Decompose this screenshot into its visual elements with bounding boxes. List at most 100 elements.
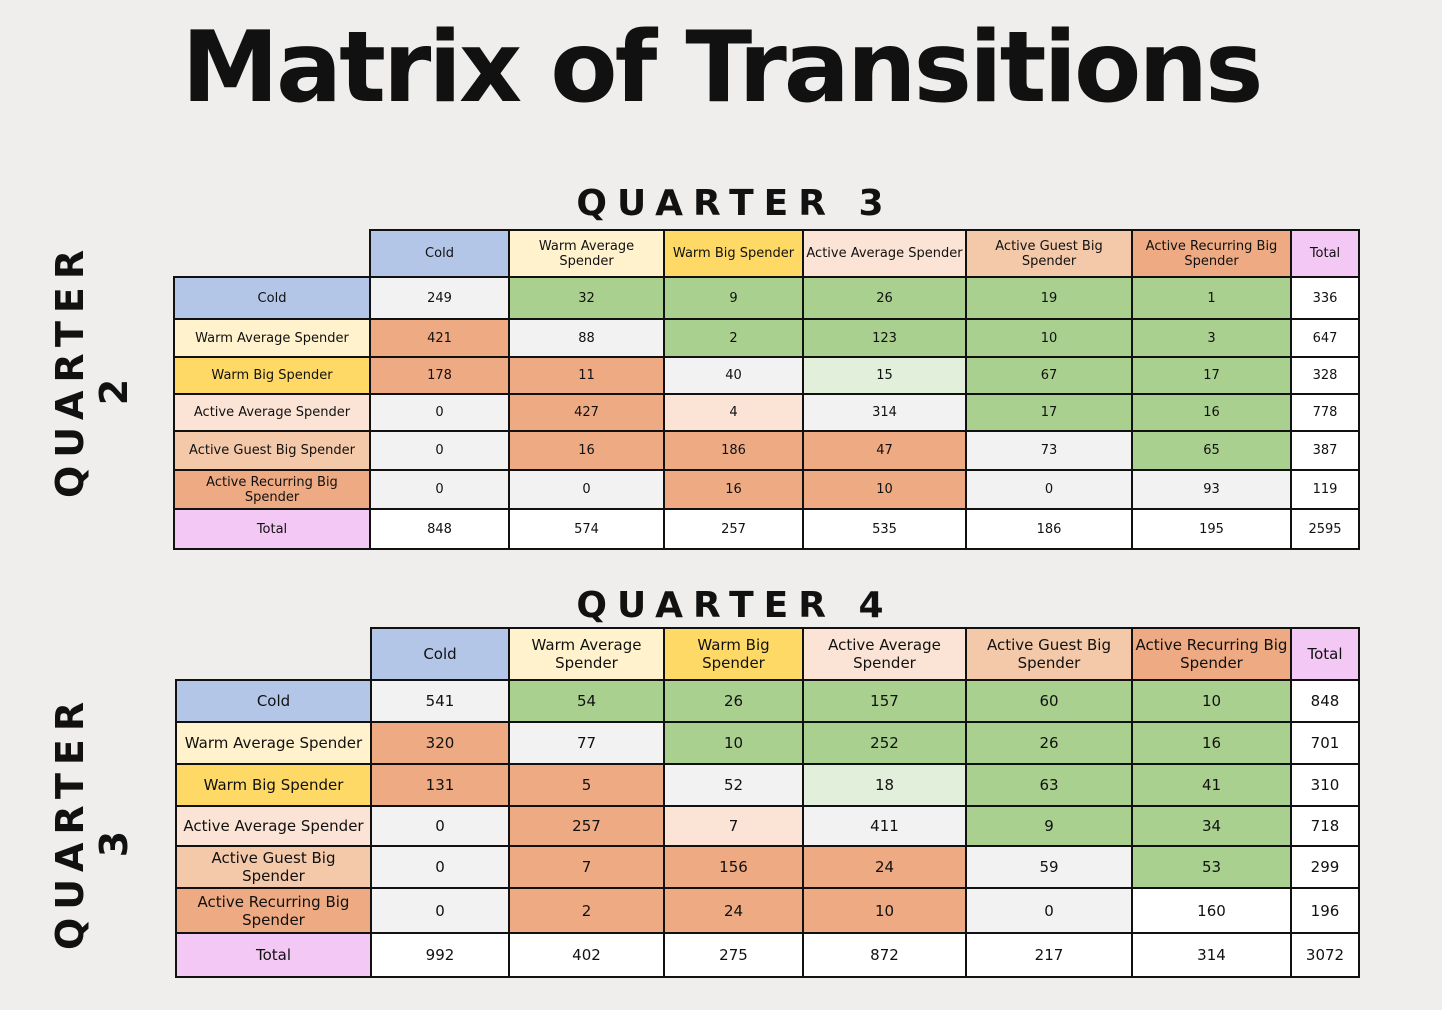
row-header-total: Total <box>175 932 372 978</box>
cell-cold-to-cold: 249 <box>369 276 510 320</box>
row-header-warm-average-spender: Warm Average Spender <box>175 721 372 765</box>
cell-active-recurring-big-spender-to-active-guest-big-spender: 0 <box>965 469 1133 510</box>
cell-active-guest-big-spender-to-active-guest-big-spender: 59 <box>965 845 1133 889</box>
transition-table: Cold Warm Average Spender Warm Big Spender… <box>173 229 1360 550</box>
header-row: Cold Warm Average Spender Warm Big Spender… <box>176 627 1360 681</box>
column-header-total: Total <box>1290 229 1360 278</box>
cell-active-average-spender-to-active-recurring-big-spender: 34 <box>1131 805 1292 847</box>
cell-total-to-total: 2595 <box>1290 508 1360 550</box>
table-row: Warm Big Spender 178 11 40 15 67 17 328 <box>173 356 1360 395</box>
cell-warm-big-spender-to-cold: 178 <box>369 356 510 395</box>
cell-cold-to-active-guest-big-spender: 19 <box>965 276 1133 320</box>
cell-warm-big-spender-to-active-guest-big-spender: 67 <box>965 356 1133 395</box>
cell-active-guest-big-spender-to-warm-big-spender: 156 <box>663 845 804 889</box>
cell-warm-big-spender-to-total: 328 <box>1290 356 1360 395</box>
column-header-cold: Cold <box>369 229 510 278</box>
cell-active-average-spender-to-warm-big-spender: 7 <box>663 805 804 847</box>
cell-warm-big-spender-to-active-recurring-big-spender: 41 <box>1131 763 1292 807</box>
table-row: Active Average Spender 0 257 7 411 9 34 718 <box>175 805 1360 847</box>
table-row: Active Guest Big Spender 0 16 186 47 73 65 387 <box>173 430 1360 471</box>
cell-active-guest-big-spender-to-warm-average-spender: 7 <box>508 845 665 889</box>
cell-cold-to-active-recurring-big-spender: 1 <box>1131 276 1292 320</box>
cell-active-guest-big-spender-to-warm-average-spender: 16 <box>508 430 665 471</box>
cell-warm-big-spender-to-active-guest-big-spender: 63 <box>965 763 1133 807</box>
column-header-active-guest-big-spender: Active Guest Big Spender <box>965 627 1133 681</box>
cell-warm-big-spender-to-active-average-spender: 18 <box>802 763 967 807</box>
row-header-active-average-spender: Active Average Spender <box>173 393 371 432</box>
row-header-active-guest-big-spender: Active Guest Big Spender <box>173 430 371 471</box>
cell-warm-big-spender-to-total: 310 <box>1290 763 1360 807</box>
cell-warm-big-spender-to-active-average-spender: 15 <box>802 356 967 395</box>
row-header-cold: Cold <box>173 276 371 320</box>
cell-warm-average-spender-to-cold: 421 <box>369 318 510 358</box>
cell-total-to-total: 3072 <box>1290 932 1360 978</box>
table-corner <box>176 628 371 680</box>
table-row: Active Recurring Big Spender 0 2 24 10 0 160 19… <box>175 887 1360 934</box>
table-row: Cold 541 54 26 157 60 10 848 <box>175 679 1360 723</box>
cell-warm-average-spender-to-warm-big-spender: 10 <box>663 721 804 765</box>
transition-table: Cold Warm Average Spender Warm Big Spender… <box>175 627 1360 978</box>
cell-active-recurring-big-spender-to-active-guest-big-spender: 0 <box>965 887 1133 934</box>
cell-active-recurring-big-spender-to-warm-big-spender: 24 <box>663 887 804 934</box>
cell-cold-to-active-average-spender: 26 <box>802 276 967 320</box>
cell-warm-big-spender-to-warm-big-spender: 52 <box>663 763 804 807</box>
cell-cold-to-warm-big-spender: 26 <box>663 679 804 723</box>
cell-total-to-cold: 848 <box>369 508 510 550</box>
column-header-active-average-spender: Active Average Spender <box>802 627 967 681</box>
cell-warm-big-spender-to-warm-big-spender: 40 <box>663 356 804 395</box>
cell-active-recurring-big-spender-to-cold: 0 <box>369 469 510 510</box>
row-header-warm-big-spender: Warm Big Spender <box>173 356 371 395</box>
cell-total-to-warm-average-spender: 402 <box>508 932 665 978</box>
cell-active-average-spender-to-cold: 0 <box>370 805 510 847</box>
cell-warm-big-spender-to-warm-average-spender: 11 <box>508 356 665 395</box>
cell-active-average-spender-to-active-average-spender: 314 <box>802 393 967 432</box>
cell-active-guest-big-spender-to-active-average-spender: 47 <box>802 430 967 471</box>
cell-warm-average-spender-to-warm-average-spender: 77 <box>508 721 665 765</box>
table-corner <box>174 230 370 277</box>
cell-active-average-spender-to-active-guest-big-spender: 9 <box>965 805 1133 847</box>
cell-cold-to-warm-average-spender: 54 <box>508 679 665 723</box>
row-header-active-recurring-big-spender: Active Recurring Big Spender <box>173 469 371 510</box>
cell-cold-to-active-guest-big-spender: 60 <box>965 679 1133 723</box>
cell-warm-average-spender-to-total: 647 <box>1290 318 1360 358</box>
column-header-warm-big-spender: Warm Big Spender <box>663 627 804 681</box>
matrix-1-column-title: QUARTER 3 <box>576 183 894 224</box>
cell-cold-to-active-recurring-big-spender: 10 <box>1131 679 1292 723</box>
cell-active-guest-big-spender-to-active-average-spender: 24 <box>802 845 967 889</box>
matrix-1: Cold Warm Average Spender Warm Big Spender… <box>173 229 1360 550</box>
column-header-cold: Cold <box>370 627 510 681</box>
cell-cold-to-warm-average-spender: 32 <box>508 276 665 320</box>
cell-active-recurring-big-spender-to-warm-big-spender: 16 <box>663 469 804 510</box>
cell-active-guest-big-spender-to-cold: 0 <box>369 430 510 471</box>
cell-cold-to-warm-big-spender: 9 <box>663 276 804 320</box>
cell-active-recurring-big-spender-to-total: 119 <box>1290 469 1360 510</box>
cell-warm-average-spender-to-warm-big-spender: 2 <box>663 318 804 358</box>
table-row: Total 992 402 275 872 217 314 3072 <box>175 932 1360 978</box>
column-header-warm-average-spender: Warm Average Spender <box>508 229 665 278</box>
cell-active-recurring-big-spender-to-cold: 0 <box>370 887 510 934</box>
cell-cold-to-cold: 541 <box>370 679 510 723</box>
cell-warm-average-spender-to-total: 701 <box>1290 721 1360 765</box>
cell-cold-to-active-average-spender: 157 <box>802 679 967 723</box>
cell-total-to-active-guest-big-spender: 186 <box>965 508 1133 550</box>
header-row: Cold Warm Average Spender Warm Big Spender… <box>174 229 1360 278</box>
cell-active-average-spender-to-total: 778 <box>1290 393 1360 432</box>
page-title: Matrix of Transitions <box>181 11 1264 125</box>
column-header-active-guest-big-spender: Active Guest Big Spender <box>965 229 1133 278</box>
cell-active-guest-big-spender-to-active-recurring-big-spender: 65 <box>1131 430 1292 471</box>
table-row: Warm Average Spender 421 88 2 123 10 3 647 <box>173 318 1360 358</box>
cell-total-to-warm-big-spender: 275 <box>663 932 804 978</box>
cell-total-to-active-recurring-big-spender: 195 <box>1131 508 1292 550</box>
cell-warm-average-spender-to-active-average-spender: 252 <box>802 721 967 765</box>
column-header-active-recurring-big-spender: Active Recurring Big Spender <box>1131 229 1292 278</box>
cell-active-guest-big-spender-to-cold: 0 <box>370 845 510 889</box>
cell-warm-average-spender-to-active-average-spender: 123 <box>802 318 967 358</box>
cell-active-average-spender-to-warm-big-spender: 4 <box>663 393 804 432</box>
cell-active-guest-big-spender-to-active-guest-big-spender: 73 <box>965 430 1133 471</box>
cell-warm-average-spender-to-active-guest-big-spender: 26 <box>965 721 1133 765</box>
cell-active-recurring-big-spender-to-warm-average-spender: 2 <box>508 887 665 934</box>
column-header-active-recurring-big-spender: Active Recurring Big Spender <box>1131 627 1292 681</box>
column-header-warm-big-spender: Warm Big Spender <box>663 229 804 278</box>
cell-active-recurring-big-spender-to-total: 196 <box>1290 887 1360 934</box>
cell-active-average-spender-to-active-guest-big-spender: 17 <box>965 393 1133 432</box>
